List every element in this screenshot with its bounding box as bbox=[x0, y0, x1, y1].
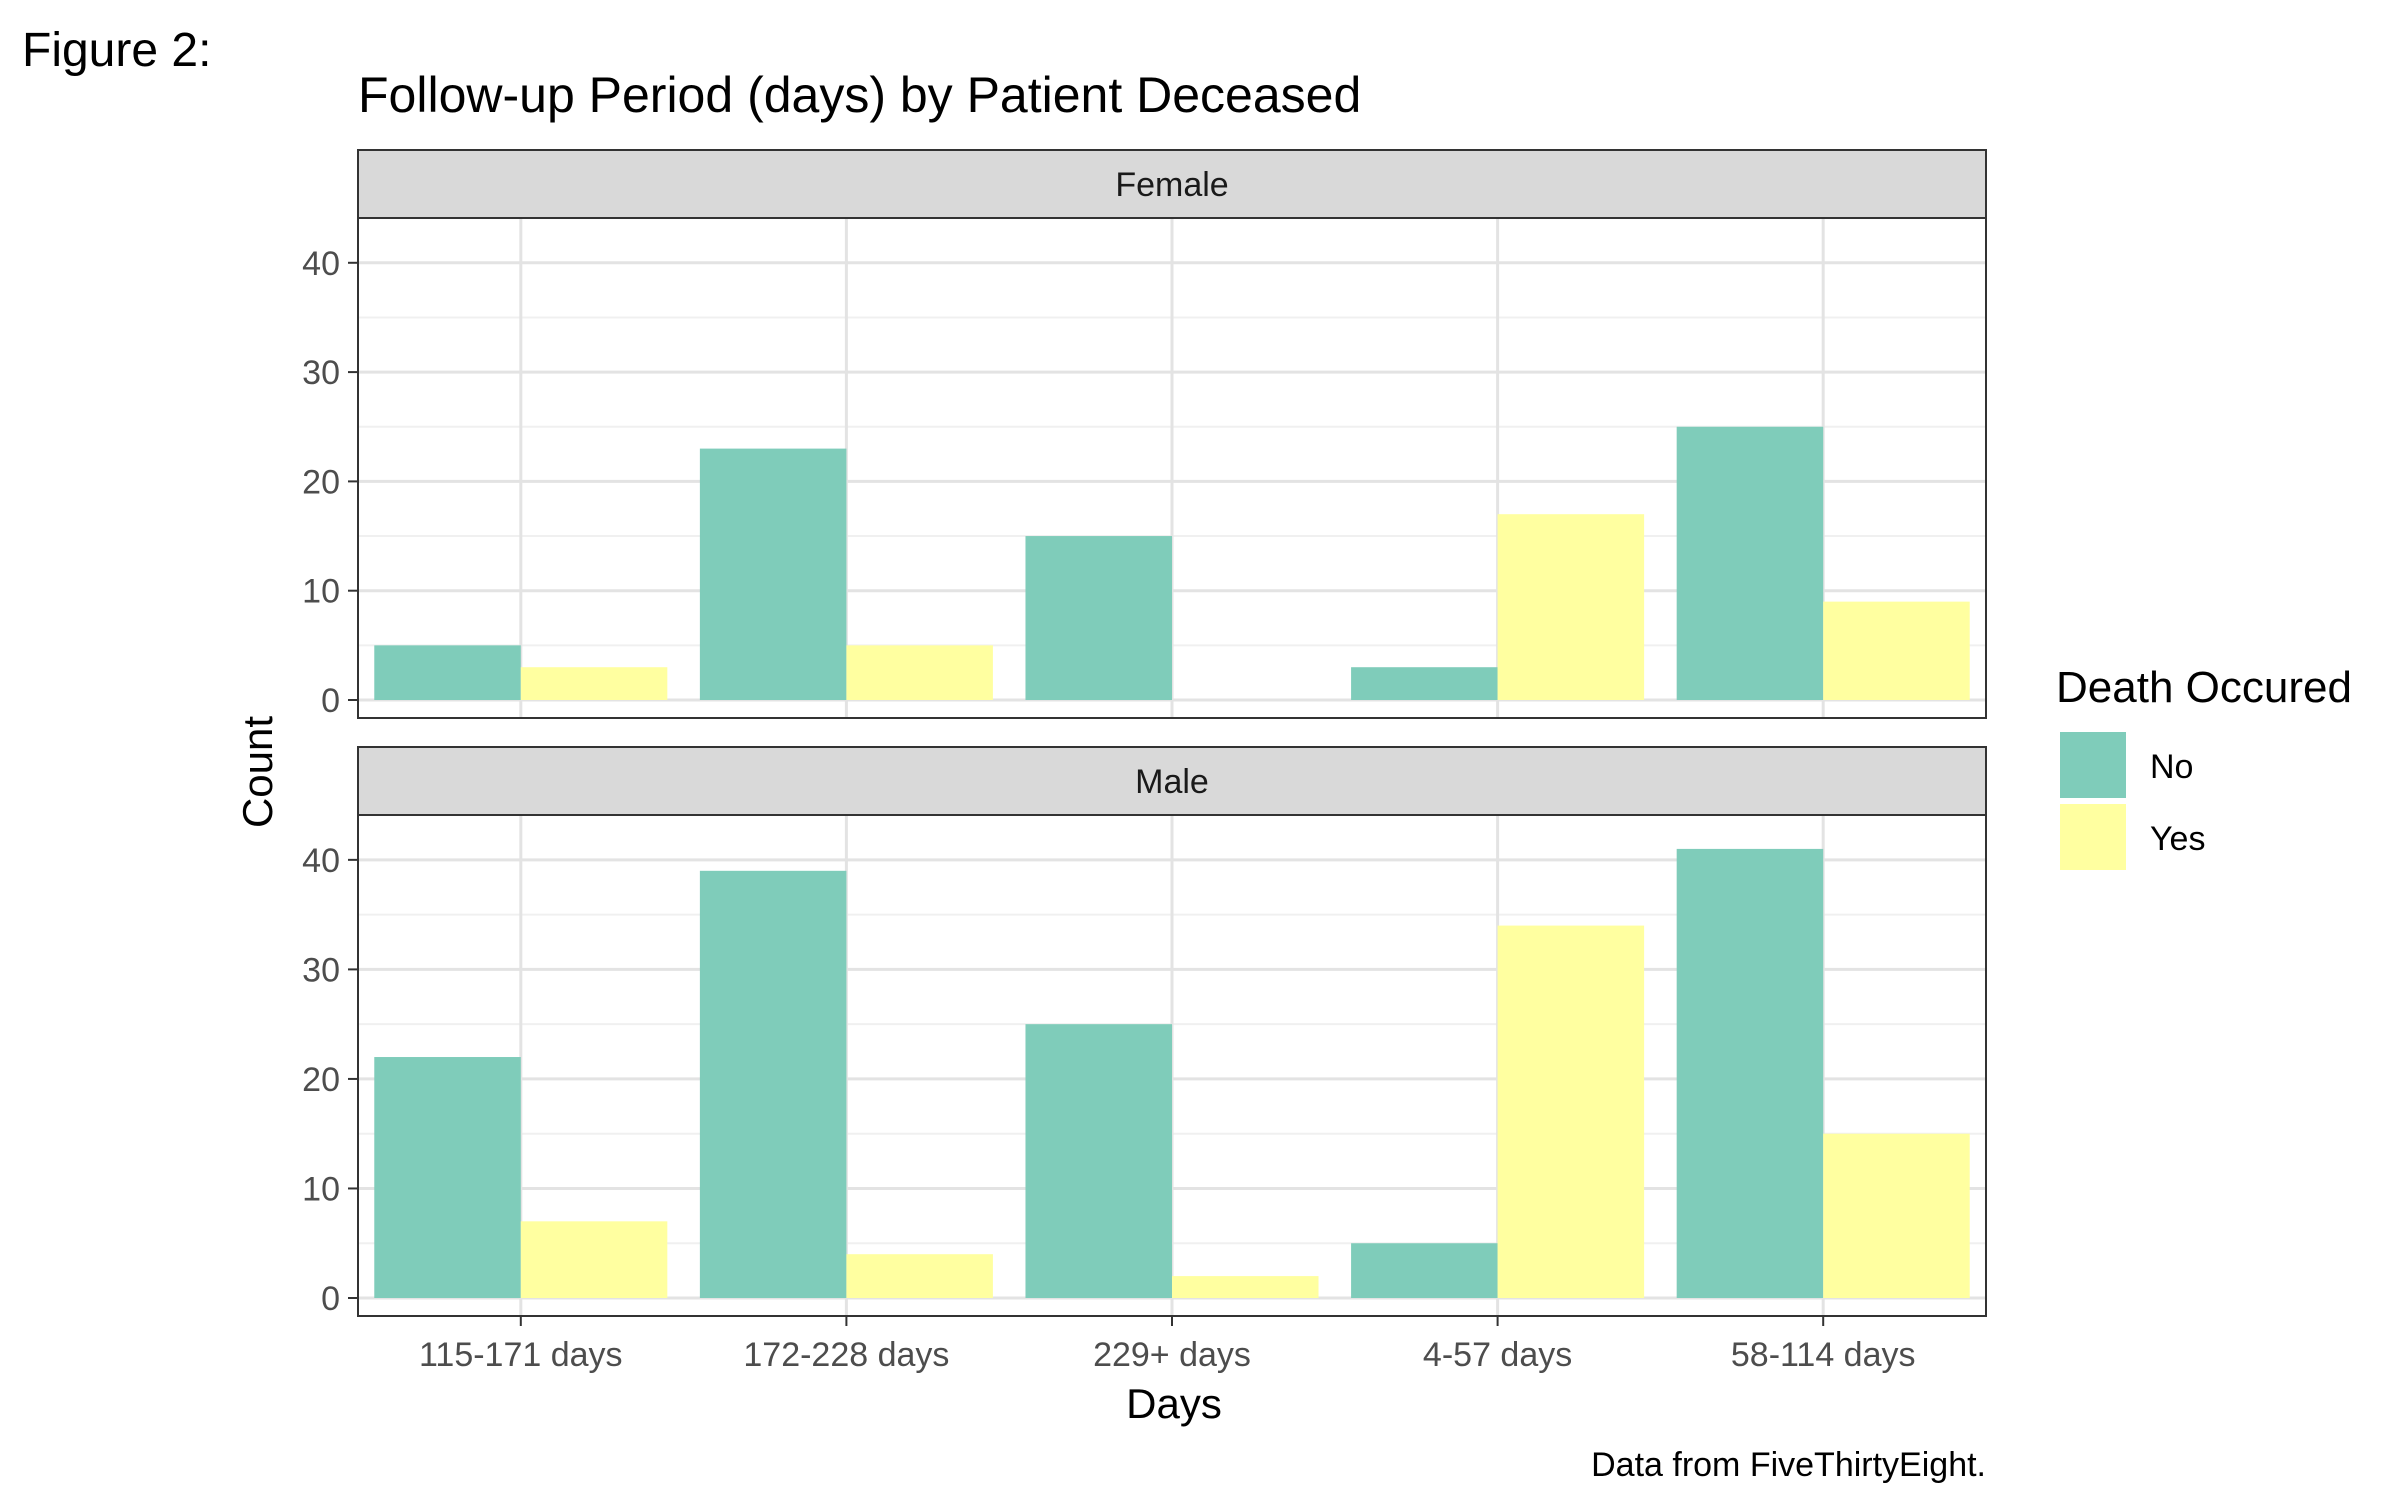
bar-male-no-4 bbox=[1676, 848, 1824, 1298]
bar-female-no-4 bbox=[1676, 426, 1824, 700]
legend-label-no: No bbox=[2150, 748, 2193, 786]
bar-male-no-2 bbox=[1025, 1024, 1172, 1298]
facet-strip-male bbox=[357, 746, 1987, 816]
bar-female-yes-1 bbox=[846, 645, 993, 700]
bar-female-yes-4 bbox=[1823, 601, 1970, 700]
x-tick-label: 4-57 days bbox=[1423, 1336, 1572, 1374]
chart-title: Follow-up Period (days) by Patient Decea… bbox=[358, 67, 1361, 123]
bar-male-yes-0 bbox=[520, 1221, 668, 1298]
x-tick-label: 172-228 days bbox=[743, 1336, 949, 1374]
bar-female-no-1 bbox=[699, 448, 847, 700]
y-axis-title: Count bbox=[234, 716, 281, 828]
x-axis-title: Days bbox=[1126, 1380, 1222, 1427]
facet-panels: Female 0 10 20 30 40 Male 0 10 20 30 40 bbox=[302, 149, 1987, 1318]
y-tick-label: 10 bbox=[302, 1170, 340, 1208]
facet-male: Male 0 10 20 30 40 bbox=[302, 746, 1987, 1318]
bar-male-yes-4 bbox=[1823, 1133, 1970, 1298]
x-tick-label: 229+ days bbox=[1093, 1336, 1251, 1374]
figure-label: Figure 2: bbox=[22, 24, 211, 77]
x-axis: 115-171 days 172-228 days 229+ days 4-57 da… bbox=[419, 1316, 1916, 1374]
legend-key-yes bbox=[2060, 804, 2126, 870]
bar-female-no-2 bbox=[1025, 536, 1172, 700]
y-tick-label: 10 bbox=[302, 573, 340, 611]
x-tick-label: 115-171 days bbox=[419, 1336, 623, 1374]
y-tick-label: 30 bbox=[302, 354, 340, 392]
facet-strip-female bbox=[357, 149, 1987, 219]
bar-male-no-3 bbox=[1351, 1243, 1498, 1298]
legend-label-yes: Yes bbox=[2150, 820, 2205, 858]
y-tick-label: 20 bbox=[302, 463, 340, 501]
bar-male-yes-2 bbox=[1172, 1276, 1319, 1298]
bar-male-yes-3 bbox=[1497, 925, 1645, 1298]
y-tick-label: 0 bbox=[321, 682, 340, 720]
legend: Death Occured No Yes bbox=[2056, 663, 2352, 870]
facet-strip-label-female: Female bbox=[1115, 166, 1228, 204]
panel-border-female bbox=[357, 217, 1987, 719]
bar-male-no-0 bbox=[374, 1057, 521, 1298]
facet-female: Female 0 10 20 30 40 bbox=[302, 149, 1987, 720]
facet-strip-label-male: Male bbox=[1135, 763, 1209, 801]
legend-key-no bbox=[2060, 732, 2126, 798]
y-tick-label: 40 bbox=[302, 245, 340, 283]
bar-female-yes-3 bbox=[1497, 514, 1645, 700]
legend-title: Death Occured bbox=[2056, 663, 2352, 712]
caption: Data from FiveThirtyEight. bbox=[1591, 1446, 1986, 1484]
bar-female-no-3 bbox=[1351, 667, 1498, 700]
bar-female-no-0 bbox=[374, 645, 521, 700]
bar-female-yes-0 bbox=[520, 667, 668, 700]
y-tick-label: 20 bbox=[302, 1061, 340, 1099]
bar-male-yes-1 bbox=[846, 1254, 993, 1298]
y-tick-label: 0 bbox=[321, 1280, 340, 1318]
bar-male-no-1 bbox=[699, 870, 847, 1298]
y-tick-label: 30 bbox=[302, 951, 340, 989]
y-tick-label: 40 bbox=[302, 842, 340, 880]
x-tick-label: 58-114 days bbox=[1731, 1336, 1916, 1374]
